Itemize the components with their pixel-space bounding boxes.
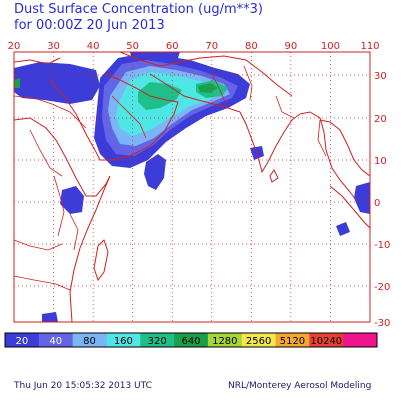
- lon-tick-label: 80: [245, 41, 258, 52]
- lon-tick-label: 110: [360, 41, 379, 52]
- graticule: [14, 52, 370, 322]
- country-borders: [14, 65, 327, 291]
- footer-timestamp: Thu Jun 20 15:05:32 2013 UTC: [14, 381, 152, 391]
- lat-tick-label: 0: [374, 198, 380, 209]
- colorbar: 20 40 80 160 320 640 1280 2560 5120 10240: [4, 332, 378, 348]
- coastlines: [14, 52, 370, 322]
- lon-tick-label: 50: [126, 41, 139, 52]
- colorbar-label: 20: [16, 336, 29, 347]
- lat-tick-label: -10: [374, 240, 390, 251]
- map-subtitle: for 00:00Z 20 Jun 2013: [14, 18, 165, 33]
- lon-tick-label: 90: [285, 41, 298, 52]
- colorbar-swatch: [207, 333, 243, 347]
- map-title: Dust Surface Concentration (ug/m**3): [14, 2, 263, 17]
- lat-tick-labels: 30 20 10 0 -10 -20 -30: [374, 71, 390, 329]
- dust-contour-320: [138, 82, 182, 110]
- lon-tick-label: 40: [87, 41, 100, 52]
- lon-tick-label: 60: [166, 41, 179, 52]
- colorbar-label: 1280: [212, 336, 237, 347]
- dust-contour-20-top: [130, 52, 180, 62]
- colorbar-swatch: [309, 333, 344, 347]
- colorbar-label: 160: [114, 336, 133, 347]
- lon-tick-label: 70: [205, 41, 218, 52]
- colorbar-label: 80: [83, 336, 96, 347]
- lat-tick-label: -20: [374, 282, 390, 293]
- colorbar-swatch: [241, 333, 277, 347]
- colorbar-swatch: [72, 333, 107, 347]
- dust-contour-640: [198, 83, 218, 93]
- lon-tick-label: 20: [8, 41, 21, 52]
- lon-tick-labels: 20 30 40 50 60 70 80 90 100 110: [8, 41, 380, 52]
- colorbar-swatch: [275, 333, 310, 347]
- colorbar-swatch: [140, 333, 175, 347]
- map-frame: [13, 51, 371, 323]
- dust-contour-small-1: [144, 154, 166, 190]
- dust-contour-small-4: [354, 182, 370, 214]
- dust-contour-20-arabian: [14, 62, 100, 104]
- colorbar-swatch: [174, 333, 209, 347]
- dust-contour-small-2: [60, 186, 84, 214]
- lat-tick-label: 20: [374, 114, 387, 125]
- colorbar-label: 10240: [310, 336, 342, 347]
- lat-tick-label: 10: [374, 156, 387, 167]
- colorbar-swatch: [106, 333, 141, 347]
- colorbar-label: 2560: [246, 336, 271, 347]
- colorbar-label: 640: [181, 336, 200, 347]
- dust-contour-small-5: [42, 312, 58, 322]
- dust-contour-small-8: [336, 222, 350, 236]
- lat-tick-label: -30: [374, 318, 390, 329]
- lon-tick-label: 100: [321, 41, 340, 52]
- footer-credit: NRL/Monterey Aerosol Modeling: [228, 381, 372, 391]
- colorbar-label: 40: [49, 336, 62, 347]
- colorbar-label: 320: [148, 336, 167, 347]
- dust-contour-160: [116, 72, 222, 136]
- colorbar-swatch: [343, 333, 378, 347]
- colorbar-swatch: [5, 333, 40, 347]
- colorbar-label: 5120: [280, 336, 305, 347]
- colorbar-swatch: [38, 333, 74, 347]
- dust-contour-small-7: [14, 78, 20, 88]
- lat-tick-label: 30: [374, 71, 387, 82]
- colorbar-frame: [4, 332, 378, 348]
- lon-tick-label: 30: [47, 41, 60, 52]
